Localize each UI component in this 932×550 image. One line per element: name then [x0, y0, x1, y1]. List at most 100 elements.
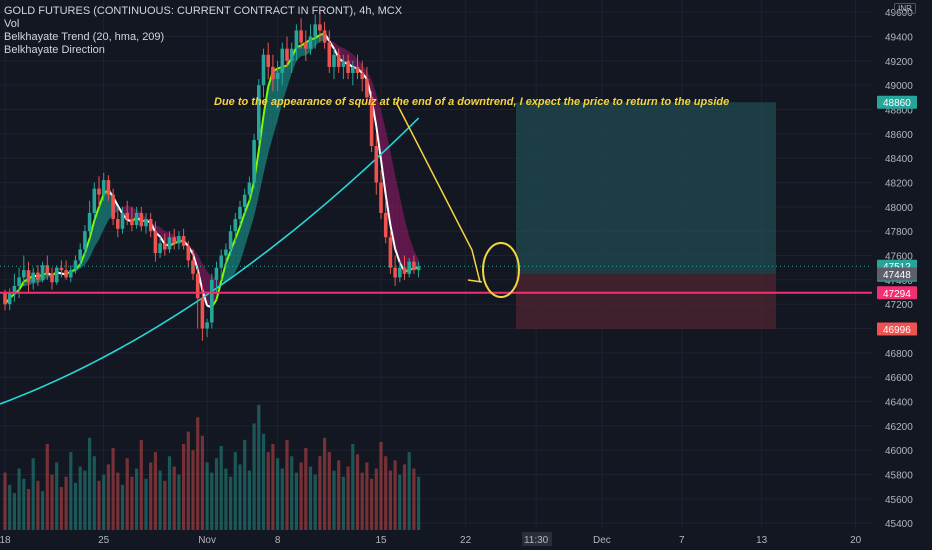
x-tick-label: Nov: [198, 535, 216, 546]
annotation-arrow-tip: [467, 279, 483, 283]
volume-bar: [200, 435, 204, 530]
volume-bar: [346, 466, 350, 530]
volume-bar: [304, 448, 308, 530]
trend-band-segment: [160, 227, 165, 245]
volume-bar: [111, 448, 115, 530]
y-tick-label: 49000: [885, 81, 913, 92]
volume-bar: [355, 454, 360, 530]
volume-bar: [163, 480, 167, 530]
candle-body: [144, 219, 148, 227]
candle-body: [69, 270, 73, 278]
candle-body: [233, 219, 238, 232]
trend-line-segment: [234, 226, 241, 240]
trend-line-segment: [380, 159, 387, 195]
candle-body: [17, 277, 21, 286]
volume-bar: [125, 458, 129, 530]
candle-body: [412, 261, 416, 271]
volume-bar: [271, 443, 275, 530]
volume-bar: [365, 462, 369, 530]
trend-band-segment: [103, 189, 109, 230]
y-tick-label: 47800: [885, 227, 913, 238]
volume-bar: [102, 474, 106, 530]
y-tick-label: 47200: [885, 300, 913, 311]
volume-bar: [280, 468, 284, 530]
trend-line-segment: [79, 252, 86, 265]
volume-bar: [294, 472, 298, 530]
volume-bar: [205, 462, 209, 530]
volume-bar: [73, 482, 78, 530]
volume-bar: [402, 464, 407, 530]
candle-body: [73, 260, 78, 271]
volume-bar: [31, 458, 35, 530]
candle-body: [285, 48, 289, 61]
candle-body: [252, 139, 256, 183]
trend-line-segment: [83, 238, 91, 254]
candle-body: [365, 79, 369, 98]
direction-indicator-label[interactable]: Belkhayate Direction: [4, 44, 105, 56]
symbol-title[interactable]: GOLD FUTURES (CONTINUOUS: CURRENT CONTRA…: [4, 5, 403, 17]
candle-body: [163, 243, 167, 250]
trend-band-segment: [404, 218, 410, 272]
trend-band-segment: [254, 150, 259, 217]
candle-body: [125, 212, 129, 220]
y-tick-label: 46000: [885, 446, 913, 457]
volume-bar: [92, 456, 96, 530]
candle-body: [228, 231, 233, 250]
x-tick-label: 11:30: [524, 535, 549, 546]
candle-body: [407, 261, 411, 274]
candle-body: [398, 267, 402, 278]
volume-bar: [149, 462, 153, 530]
volume-bar: [210, 472, 214, 530]
trend-line-segment: [116, 205, 124, 215]
trend-band-segment: [395, 174, 400, 263]
y-tick-label: 46200: [885, 422, 913, 433]
candle-body: [92, 188, 97, 213]
candle-body: [167, 237, 172, 250]
volume-bar: [12, 493, 16, 530]
candle-body: [87, 212, 92, 232]
candle-body: [304, 42, 308, 49]
y-tick-label: 45400: [885, 519, 913, 530]
volume-bar: [214, 458, 219, 530]
price-label-box: [877, 322, 917, 336]
x-tick-label: 18: [0, 535, 11, 546]
trend-line-segment: [98, 193, 105, 208]
candle-body: [97, 188, 101, 195]
x-tick-label: Dec: [593, 535, 611, 546]
candle-body: [106, 180, 111, 195]
trend-line-segment: [215, 281, 223, 300]
volume-bar: [332, 470, 336, 530]
candle-body: [191, 260, 195, 274]
candle-body: [383, 212, 388, 238]
volume-bar: [247, 470, 251, 530]
trend-line-segment: [18, 280, 25, 291]
candle-body: [134, 212, 139, 226]
volume-bar: [186, 431, 190, 530]
candle-body: [210, 279, 214, 323]
candle-body: [172, 237, 176, 244]
trend-line-segment: [192, 253, 199, 270]
trend-line-segment: [394, 248, 401, 263]
volume-bar: [412, 468, 416, 530]
loss-zone: [516, 274, 776, 330]
volume-indicator-label[interactable]: Vol: [4, 18, 20, 30]
volume-bar: [379, 441, 383, 530]
candle-body: [416, 266, 421, 271]
candle-body: [247, 182, 252, 195]
candle-body: [64, 270, 68, 278]
candle-body: [200, 298, 205, 329]
trend-band-segment: [376, 93, 381, 160]
y-tick-label: 46400: [885, 398, 913, 409]
candle-body: [153, 231, 158, 254]
volume-bar: [177, 474, 181, 530]
candle-body: [280, 48, 285, 74]
price-label-box: [877, 95, 917, 109]
volume-bar: [229, 476, 233, 530]
y-tick-label: 45800: [885, 471, 913, 482]
currency-badge[interactable]: INR: [894, 3, 916, 14]
price-label: 46996: [883, 325, 911, 336]
volume-bar: [106, 464, 110, 530]
trend-indicator-label[interactable]: Belkhayate Trend (20, hma, 209): [4, 31, 165, 43]
volume-bar: [341, 476, 345, 530]
